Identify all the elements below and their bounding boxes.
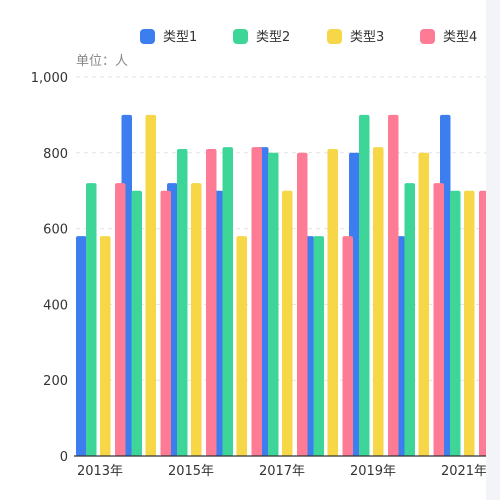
- x-tick-label: 2013年: [77, 464, 123, 479]
- bar[interactable]: [86, 183, 97, 456]
- bar[interactable]: [222, 147, 234, 457]
- legend-item[interactable]: 类型3: [327, 29, 384, 45]
- legend: 类型1 类型2 类型3 类型4: [140, 29, 477, 45]
- bar[interactable]: [160, 190, 172, 456]
- y-tick-label: 200: [43, 374, 68, 389]
- x-axis: 2013年 2015年 2017年 2019年 2021年: [74, 455, 486, 479]
- y-tick-label: 400: [43, 298, 68, 313]
- x-tick-label: 2021年: [441, 464, 486, 479]
- chart-card: 类型1 类型2 类型3 类型4 单位：人 0 200 400 600 800 1,000 201…: [0, 0, 486, 500]
- legend-swatch: [140, 29, 155, 44]
- x-tick-label: 2015年: [168, 464, 214, 479]
- bars: [76, 114, 486, 457]
- y-axis: 0 200 400 600 800 1,000: [31, 71, 68, 465]
- x-tick-label: 2019年: [350, 464, 396, 479]
- bar[interactable]: [206, 149, 217, 456]
- bar[interactable]: [433, 183, 445, 456]
- bar[interactable]: [297, 152, 308, 457]
- bar[interactable]: [145, 114, 157, 457]
- y-tick-label: 1,000: [31, 71, 68, 86]
- bar[interactable]: [479, 190, 486, 456]
- legend-swatch: [327, 29, 342, 44]
- y-tick-label: 600: [43, 223, 68, 238]
- y-tick-label: 0: [60, 450, 68, 465]
- legend-item[interactable]: 类型1: [140, 29, 197, 45]
- bar[interactable]: [404, 183, 416, 456]
- legend-swatch: [233, 29, 248, 44]
- bar[interactable]: [177, 149, 188, 456]
- bar[interactable]: [100, 236, 111, 456]
- bar[interactable]: [251, 147, 263, 457]
- bar[interactable]: [313, 236, 325, 456]
- bar[interactable]: [282, 190, 293, 456]
- bar[interactable]: [388, 114, 399, 457]
- unit-label: 单位：人: [76, 54, 128, 69]
- x-tick-label: 2017年: [259, 464, 305, 479]
- legend-label: 类型2: [256, 30, 290, 45]
- legend-label: 类型1: [163, 30, 197, 45]
- bar-chart: 类型1 类型2 类型3 类型4 单位：人 0 200 400 600 800 1,000 201…: [31, 29, 486, 479]
- bar[interactable]: [115, 183, 126, 456]
- bar[interactable]: [327, 149, 339, 456]
- bar[interactable]: [359, 114, 370, 457]
- bar[interactable]: [450, 190, 461, 456]
- bar[interactable]: [191, 183, 202, 456]
- bar[interactable]: [464, 190, 475, 456]
- bar[interactable]: [76, 236, 87, 456]
- bar[interactable]: [268, 152, 279, 457]
- legend-label: 类型3: [350, 30, 384, 45]
- legend-swatch: [420, 29, 435, 44]
- bar[interactable]: [236, 236, 248, 456]
- legend-item[interactable]: 类型2: [233, 29, 290, 45]
- y-tick-label: 800: [43, 147, 68, 162]
- bar[interactable]: [373, 147, 384, 457]
- legend-label: 类型4: [443, 30, 477, 45]
- bar[interactable]: [342, 236, 354, 456]
- bar[interactable]: [418, 152, 430, 457]
- legend-item[interactable]: 类型4: [420, 29, 477, 45]
- bar[interactable]: [131, 190, 143, 456]
